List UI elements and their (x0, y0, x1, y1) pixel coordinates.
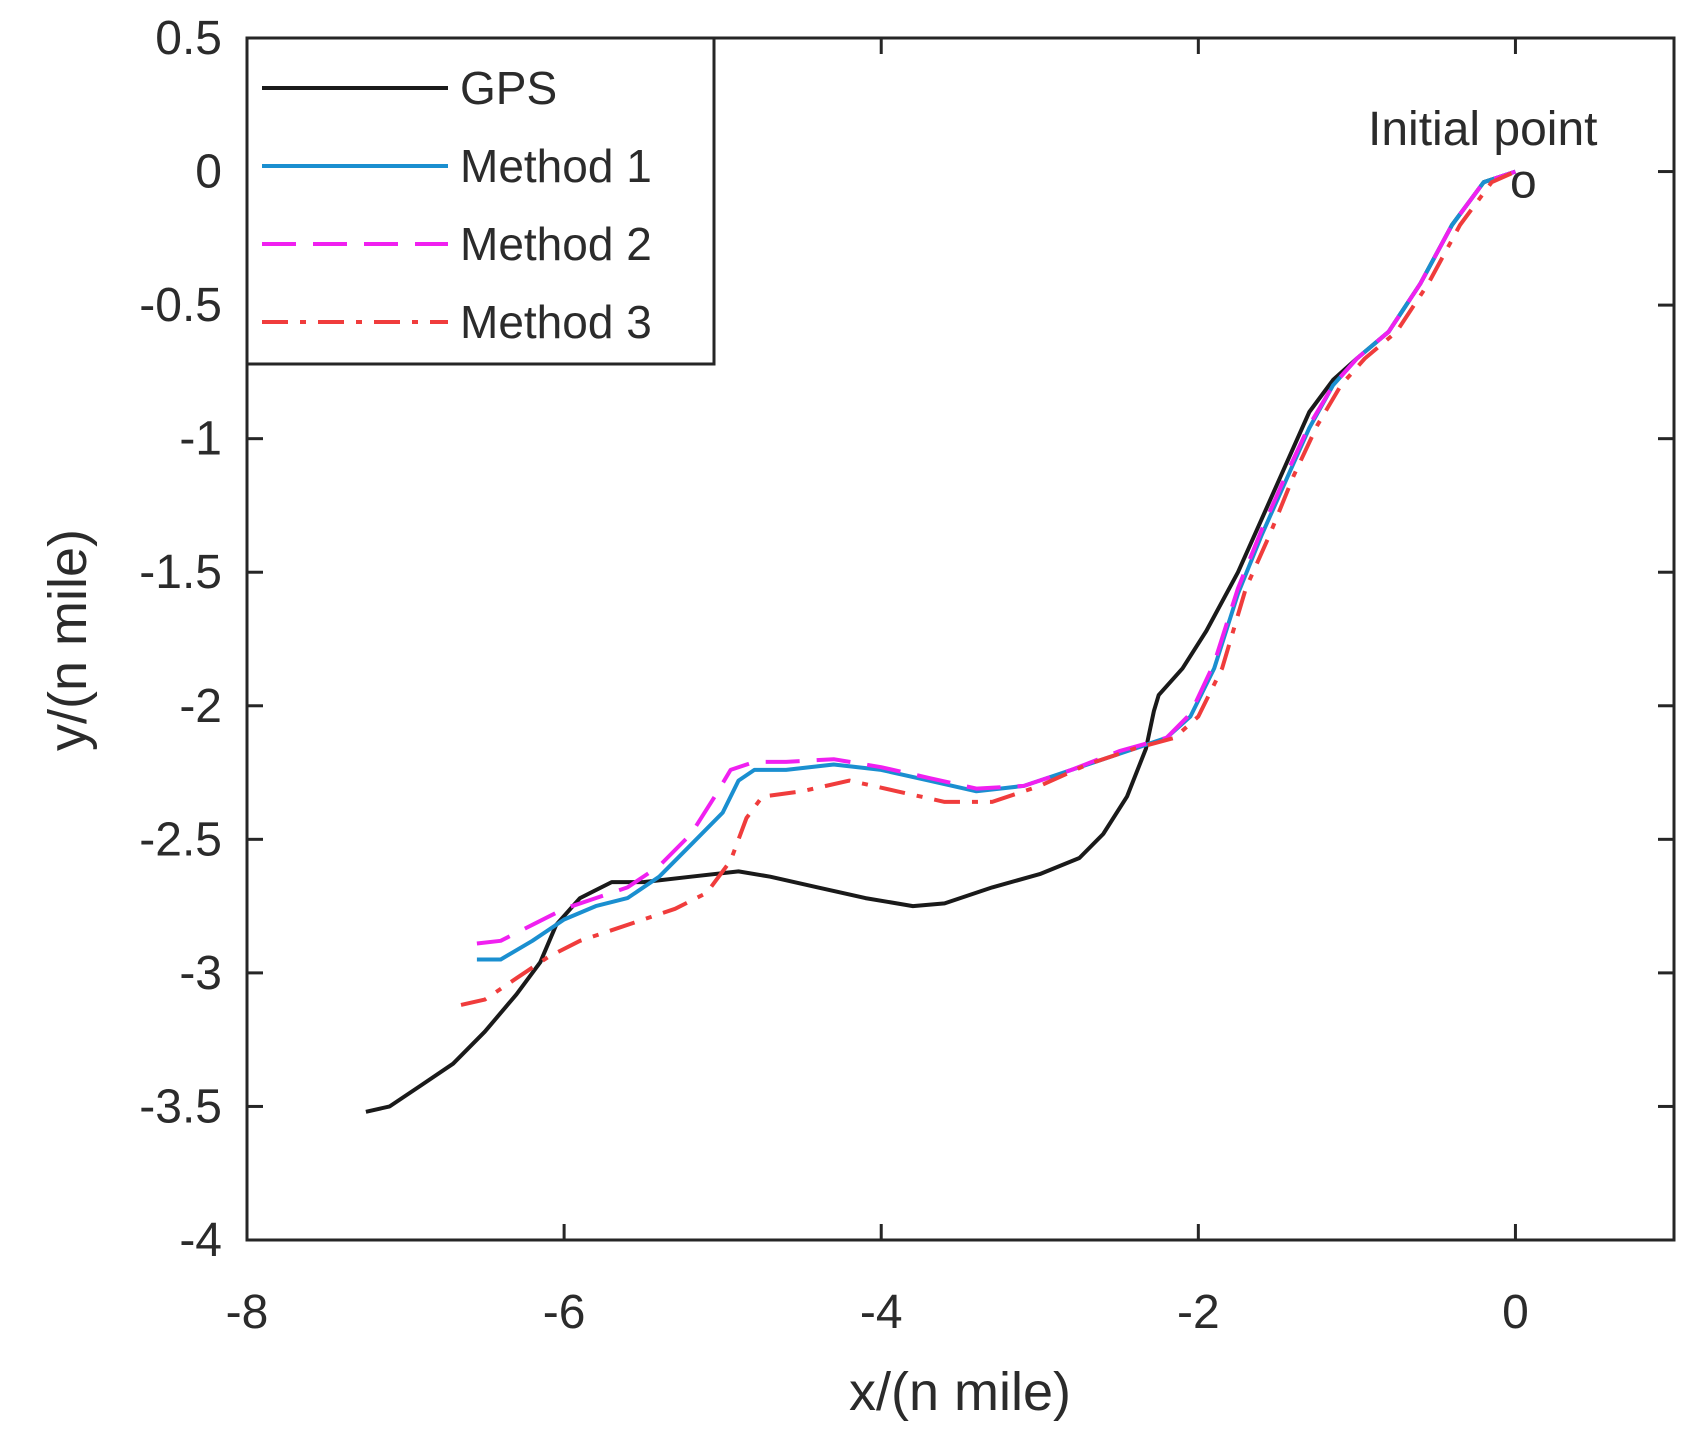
legend-label-2: Method 1 (460, 140, 652, 192)
y-tick-label: -3.5 (139, 1080, 222, 1133)
x-tick-label: -4 (860, 1286, 903, 1339)
plot-area-frame (245, 36, 1676, 1242)
initial-point-marker: o (1510, 156, 1537, 209)
plot-lines-group (365, 169, 1517, 1114)
x-tick-label: -8 (226, 1286, 269, 1339)
legend-box (245, 36, 716, 366)
legend-label-4: Method 3 (460, 296, 652, 348)
x-axis-label: x/(n mile) (849, 1362, 1071, 1422)
y-tick-label: -3 (179, 947, 222, 1000)
y-tick-label: 0 (195, 146, 222, 199)
initial-point-annotation: Initial point o (1368, 103, 1597, 209)
y-tick-label: 0.5 (155, 12, 222, 65)
legend-label-1: GPS (460, 62, 557, 114)
initial-point-label: Initial point (1368, 103, 1597, 156)
x-tick-label: -6 (543, 1286, 586, 1339)
series-line-1 (365, 169, 1517, 1114)
y-axis-label: y/(n mile) (38, 529, 98, 751)
y-tick-label: -4 (179, 1214, 222, 1267)
series-line-4 (460, 169, 1517, 1007)
y-tick-label: -0.5 (139, 279, 222, 332)
x-tick-label: -2 (1177, 1286, 1220, 1339)
legend-label-3: Method 2 (460, 218, 652, 270)
y-tick-label: -1.5 (139, 546, 222, 599)
legend: GPS Method 1 Method 2 Method 3 (245, 36, 716, 366)
x-tick-label: 0 (1502, 1286, 1529, 1339)
series-line-3 (476, 169, 1517, 946)
axis-ticks-group: -8 -6 -4 -2 0 0.5 0 -0.5 -1 -1.5 -2 -2.5 -3 -3.5 -4 (139, 12, 1674, 1339)
y-tick-label: -2 (179, 680, 222, 733)
y-tick-label: -1 (179, 413, 222, 466)
y-tick-label: -2.5 (139, 813, 222, 866)
